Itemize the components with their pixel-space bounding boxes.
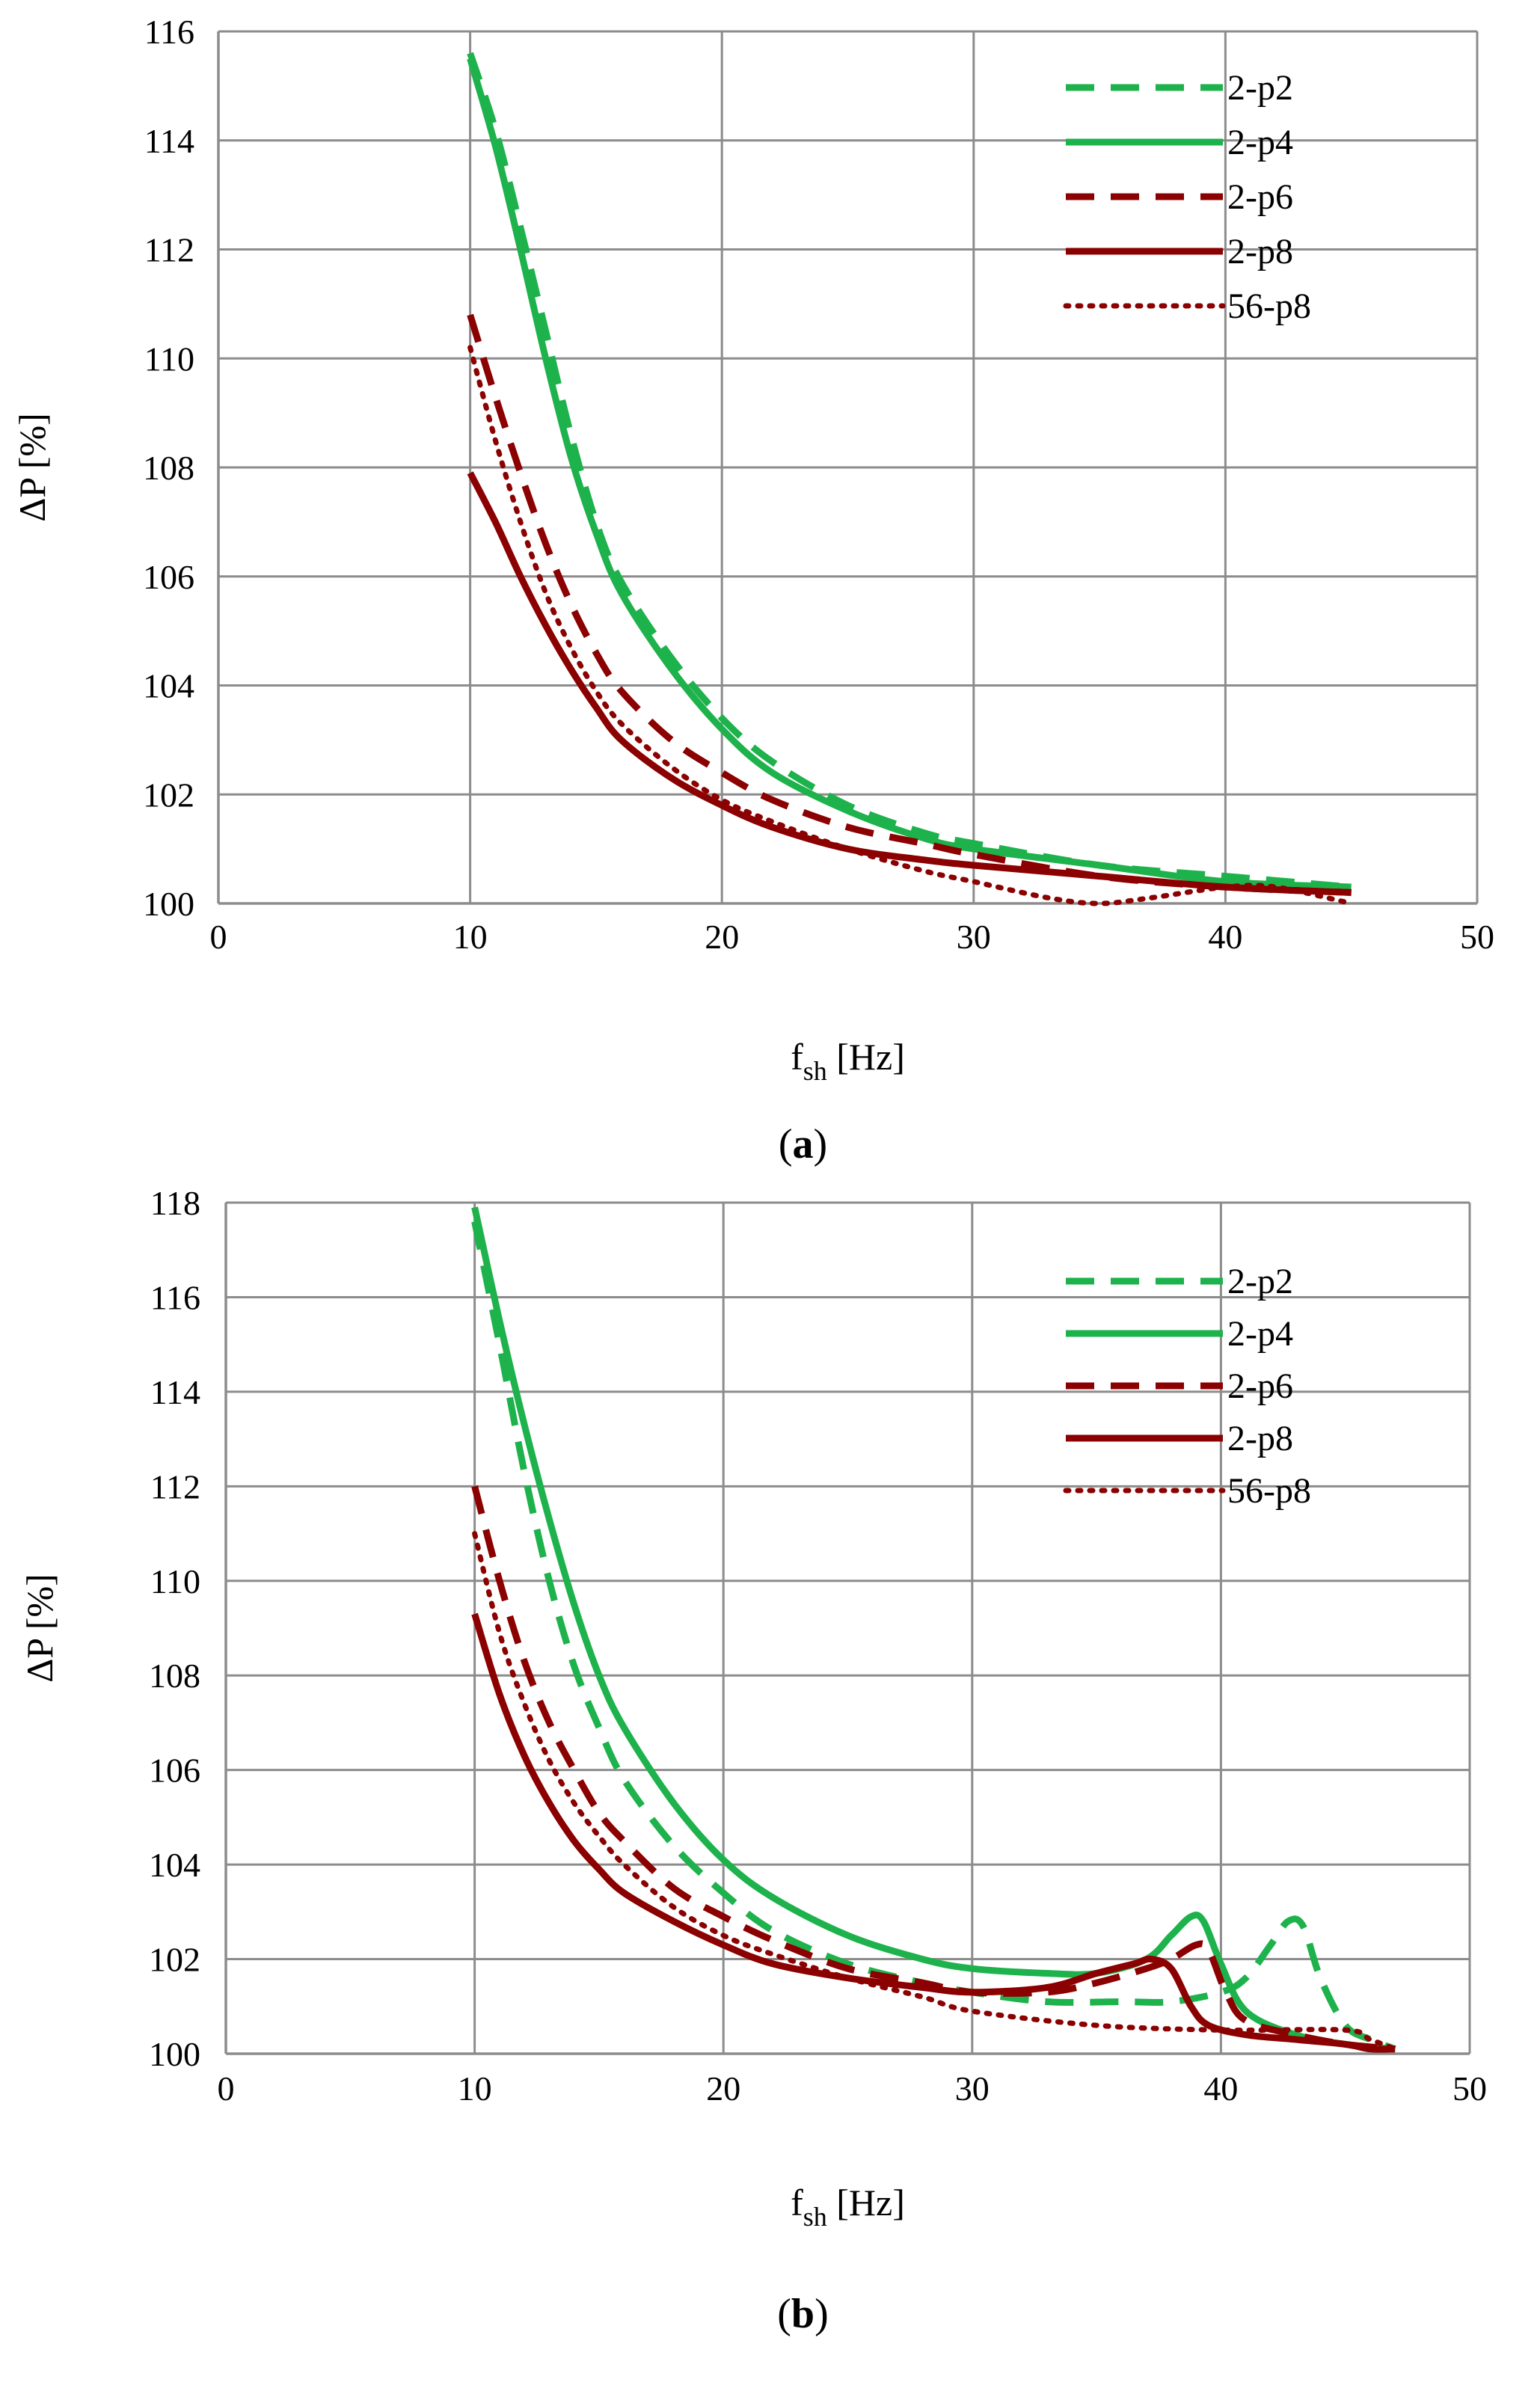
legend-label: 56-p8	[1227, 1471, 1311, 1511]
x-tick-label: 30	[955, 2069, 990, 2108]
series-line-2-p6	[467, 313, 1352, 896]
y-tick-label: 114	[150, 1373, 200, 1411]
y-tick-label: 108	[143, 449, 194, 487]
x-tick-label: 40	[1208, 918, 1242, 956]
series-line-2-p4	[471, 1206, 1396, 2053]
y-tick-label: 112	[144, 231, 194, 269]
y-tick-label: 102	[149, 1941, 200, 1979]
y-tick-label: 114	[144, 122, 194, 160]
y-tick-label: 112	[150, 1467, 200, 1505]
caption-label: b	[791, 2291, 815, 2337]
y-tick-label: 110	[144, 340, 194, 378]
x-tick-label: 10	[458, 2069, 492, 2108]
x-tick-label: 0	[218, 2069, 235, 2108]
x-tick-label: 40	[1203, 2069, 1238, 2108]
legend-label: 2-p2	[1227, 1262, 1293, 1301]
x-tick-label: 10	[453, 918, 488, 956]
caption-open: (	[779, 1121, 793, 1167]
y-tick-label: 106	[143, 558, 194, 596]
y-tick-label: 100	[149, 2035, 200, 2073]
y-tick-label: 118	[150, 1184, 200, 1222]
y-tick-label: 106	[149, 1752, 200, 1790]
y-tick-label: 110	[150, 1562, 200, 1600]
x-axis-label-sub: sh	[803, 2202, 827, 2232]
y-tick-label: 108	[149, 1657, 200, 1695]
x-tick-label: 50	[1452, 2069, 1487, 2108]
x-axis-label: fsh [Hz]	[791, 1036, 905, 1086]
x-tick-label: 20	[705, 918, 739, 956]
series-line-2-p4	[467, 58, 1352, 891]
caption-close: )	[815, 2291, 829, 2337]
legend-label: 2-p6	[1227, 177, 1293, 217]
x-tick-label: 30	[957, 918, 991, 956]
series-line-2-p8	[471, 1612, 1396, 2053]
legend-label: 2-p2	[1227, 68, 1293, 108]
x-axis-label-unit: [Hz]	[827, 1036, 905, 1078]
legend-label: 2-p8	[1227, 1419, 1293, 1458]
x-axis-label: fsh [Hz]	[791, 2182, 905, 2232]
legend: 2-p2 2-p4 2-p6 2-p8 56-p8	[1063, 1262, 1311, 1511]
legend: 2-p2 2-p4 2-p6 2-p8 56-p8	[1063, 68, 1311, 326]
y-tick-label: 116	[144, 13, 194, 51]
caption-open: (	[777, 2291, 791, 2337]
series-line-2-p8	[467, 471, 1352, 896]
x-tick-label: 0	[210, 918, 227, 956]
legend-label: 2-p4	[1227, 1314, 1293, 1354]
y-tick-label: 116	[150, 1278, 200, 1316]
caption-close: )	[814, 1121, 828, 1167]
caption-label: a	[793, 1121, 814, 1167]
x-tick-label: 20	[706, 2069, 740, 2108]
y-tick-label: 104	[149, 1846, 200, 1884]
series-line-56-p8	[467, 345, 1355, 906]
y-tick-label: 100	[143, 885, 194, 923]
legend-label: 56-p8	[1227, 286, 1311, 326]
series-line-2-p2	[467, 52, 1352, 891]
y-axis-label: ΔP [%]	[19, 1574, 61, 1683]
series-line-2-p6	[471, 1485, 1396, 2053]
y-tick-label: 102	[143, 776, 194, 814]
x-axis-label-main: f	[791, 1036, 803, 1078]
chart-caption: (b)	[777, 2291, 828, 2337]
x-axis-label-sub: sh	[803, 1056, 827, 1086]
legend-label: 2-p8	[1227, 232, 1293, 271]
chart-a: 0 10 20 30 40 50 100 102 104 106 108 110 112 114 116 fs…	[11, 13, 1494, 1167]
x-tick-label: 50	[1460, 918, 1494, 956]
y-axis-label: ΔP [%]	[11, 413, 53, 522]
chart-caption: (a)	[779, 1121, 827, 1167]
x-axis-label-main: f	[791, 2182, 803, 2223]
legend-label: 2-p6	[1227, 1366, 1293, 1406]
chart-b: 0 10 20 30 40 50 100 102 104 106 108 110 112 114 116 11…	[19, 1184, 1487, 2337]
legend-label: 2-p4	[1227, 123, 1293, 162]
series-line-56-p8	[472, 1531, 1398, 2052]
x-axis-label-unit: [Hz]	[827, 2182, 905, 2223]
series-line-2-p2	[471, 1221, 1396, 2052]
y-tick-label: 104	[143, 667, 194, 705]
